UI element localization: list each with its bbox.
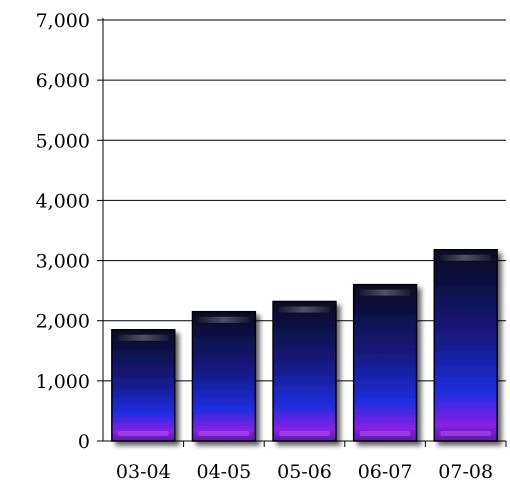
bar-07-08 [433, 248, 498, 442]
bar-highlight [279, 306, 330, 313]
bar-highlight [359, 289, 411, 296]
y-tick-label: 1,000 [36, 371, 90, 393]
bar [191, 310, 257, 442]
bar-highlight [117, 334, 169, 341]
x-tick-label: 03-04 [116, 461, 171, 483]
x-tick-label: 05-06 [277, 461, 332, 483]
bar-06-07 [352, 283, 418, 442]
x-tick-label: 07-08 [438, 461, 493, 483]
bar-base-highlight [279, 431, 330, 436]
bar-05-06 [272, 300, 337, 442]
y-tick-label: 7,000 [36, 10, 90, 32]
y-tick-label: 5,000 [36, 130, 90, 152]
x-tick-label: 04-05 [197, 461, 252, 483]
bar [433, 248, 498, 442]
bar [352, 283, 418, 442]
bar-03-04 [111, 328, 176, 442]
bar-highlight [440, 254, 492, 261]
y-tick-label: 3,000 [36, 251, 90, 273]
bar-04-05 [191, 310, 257, 442]
bar [272, 300, 337, 442]
bar-highlight [198, 316, 250, 323]
bar-base-highlight [117, 431, 169, 436]
y-tick-label: 6,000 [36, 70, 90, 92]
y-tick-label: 4,000 [36, 190, 90, 212]
bar-base-highlight [359, 431, 411, 436]
gridlines [103, 19, 506, 382]
axes [97, 18, 507, 447]
x-tick-label: 06-07 [358, 461, 413, 483]
bar [111, 328, 176, 442]
bar-base-highlight [440, 431, 492, 436]
axis-labels: 0 1,000 2,000 3,000 4,000 5,000 6,000 7,000 03-0… [36, 10, 493, 483]
y-tick-label: 2,000 [36, 311, 90, 333]
bar-base-highlight [198, 431, 250, 436]
bars [111, 248, 498, 442]
y-tick-label: 0 [78, 431, 90, 453]
